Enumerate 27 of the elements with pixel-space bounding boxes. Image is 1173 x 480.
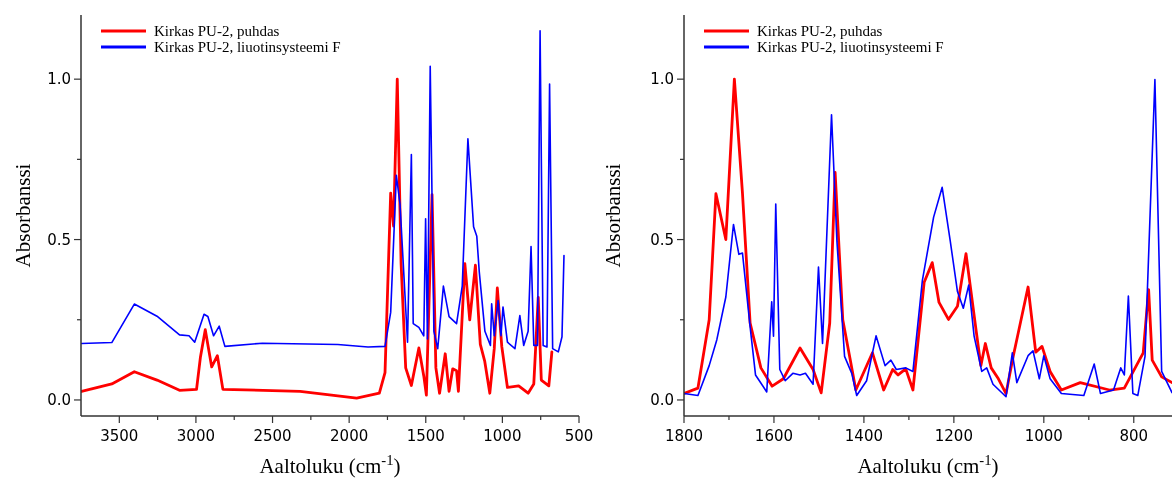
x-tick-label: 1800 xyxy=(664,427,704,445)
x-tick-label: 1000 xyxy=(483,427,522,445)
y-tick-label: 0.5 xyxy=(650,230,674,249)
y-tick-label: 1.0 xyxy=(47,70,71,89)
y-tick-label: 0.0 xyxy=(650,391,674,410)
x-tick-label: 1600 xyxy=(754,427,794,445)
y-tick-label: 0.5 xyxy=(47,230,71,249)
x-tick-label: 2500 xyxy=(253,427,292,445)
x-tick-label: 1400 xyxy=(844,427,883,445)
y-axis-title: Absorbanssi xyxy=(11,163,35,268)
y-tick-label: 1.0 xyxy=(650,70,674,89)
x-tick-label: 800 xyxy=(1119,427,1149,445)
legend-label: Kirkas PU-2, puhdas xyxy=(757,23,883,40)
legend-label: Kirkas PU-2, liuotinsysteemi F xyxy=(154,39,341,56)
x-tick-label: 1200 xyxy=(934,427,973,445)
legend-label: Kirkas PU-2, liuotinsysteemi F xyxy=(757,39,944,56)
x-tick-label: 3500 xyxy=(100,427,139,445)
x-axis-title: Aaltoluku (cm$^{-1}$) xyxy=(259,452,401,478)
x-axis-title: Aaltoluku (cm$^{-1}$) xyxy=(857,452,999,478)
x-tick-label: 3000 xyxy=(176,427,216,445)
x-tick-label: 2000 xyxy=(330,427,369,445)
x-tick-label: 1500 xyxy=(406,427,445,445)
y-axis-title: Absorbanssi xyxy=(601,163,625,268)
x-tick-label: 1000 xyxy=(1024,427,1063,445)
y-tick-label: 0.0 xyxy=(47,391,71,410)
legend-label: Kirkas PU-2, puhdas xyxy=(154,23,280,40)
x-tick-label: 500 xyxy=(564,427,594,445)
